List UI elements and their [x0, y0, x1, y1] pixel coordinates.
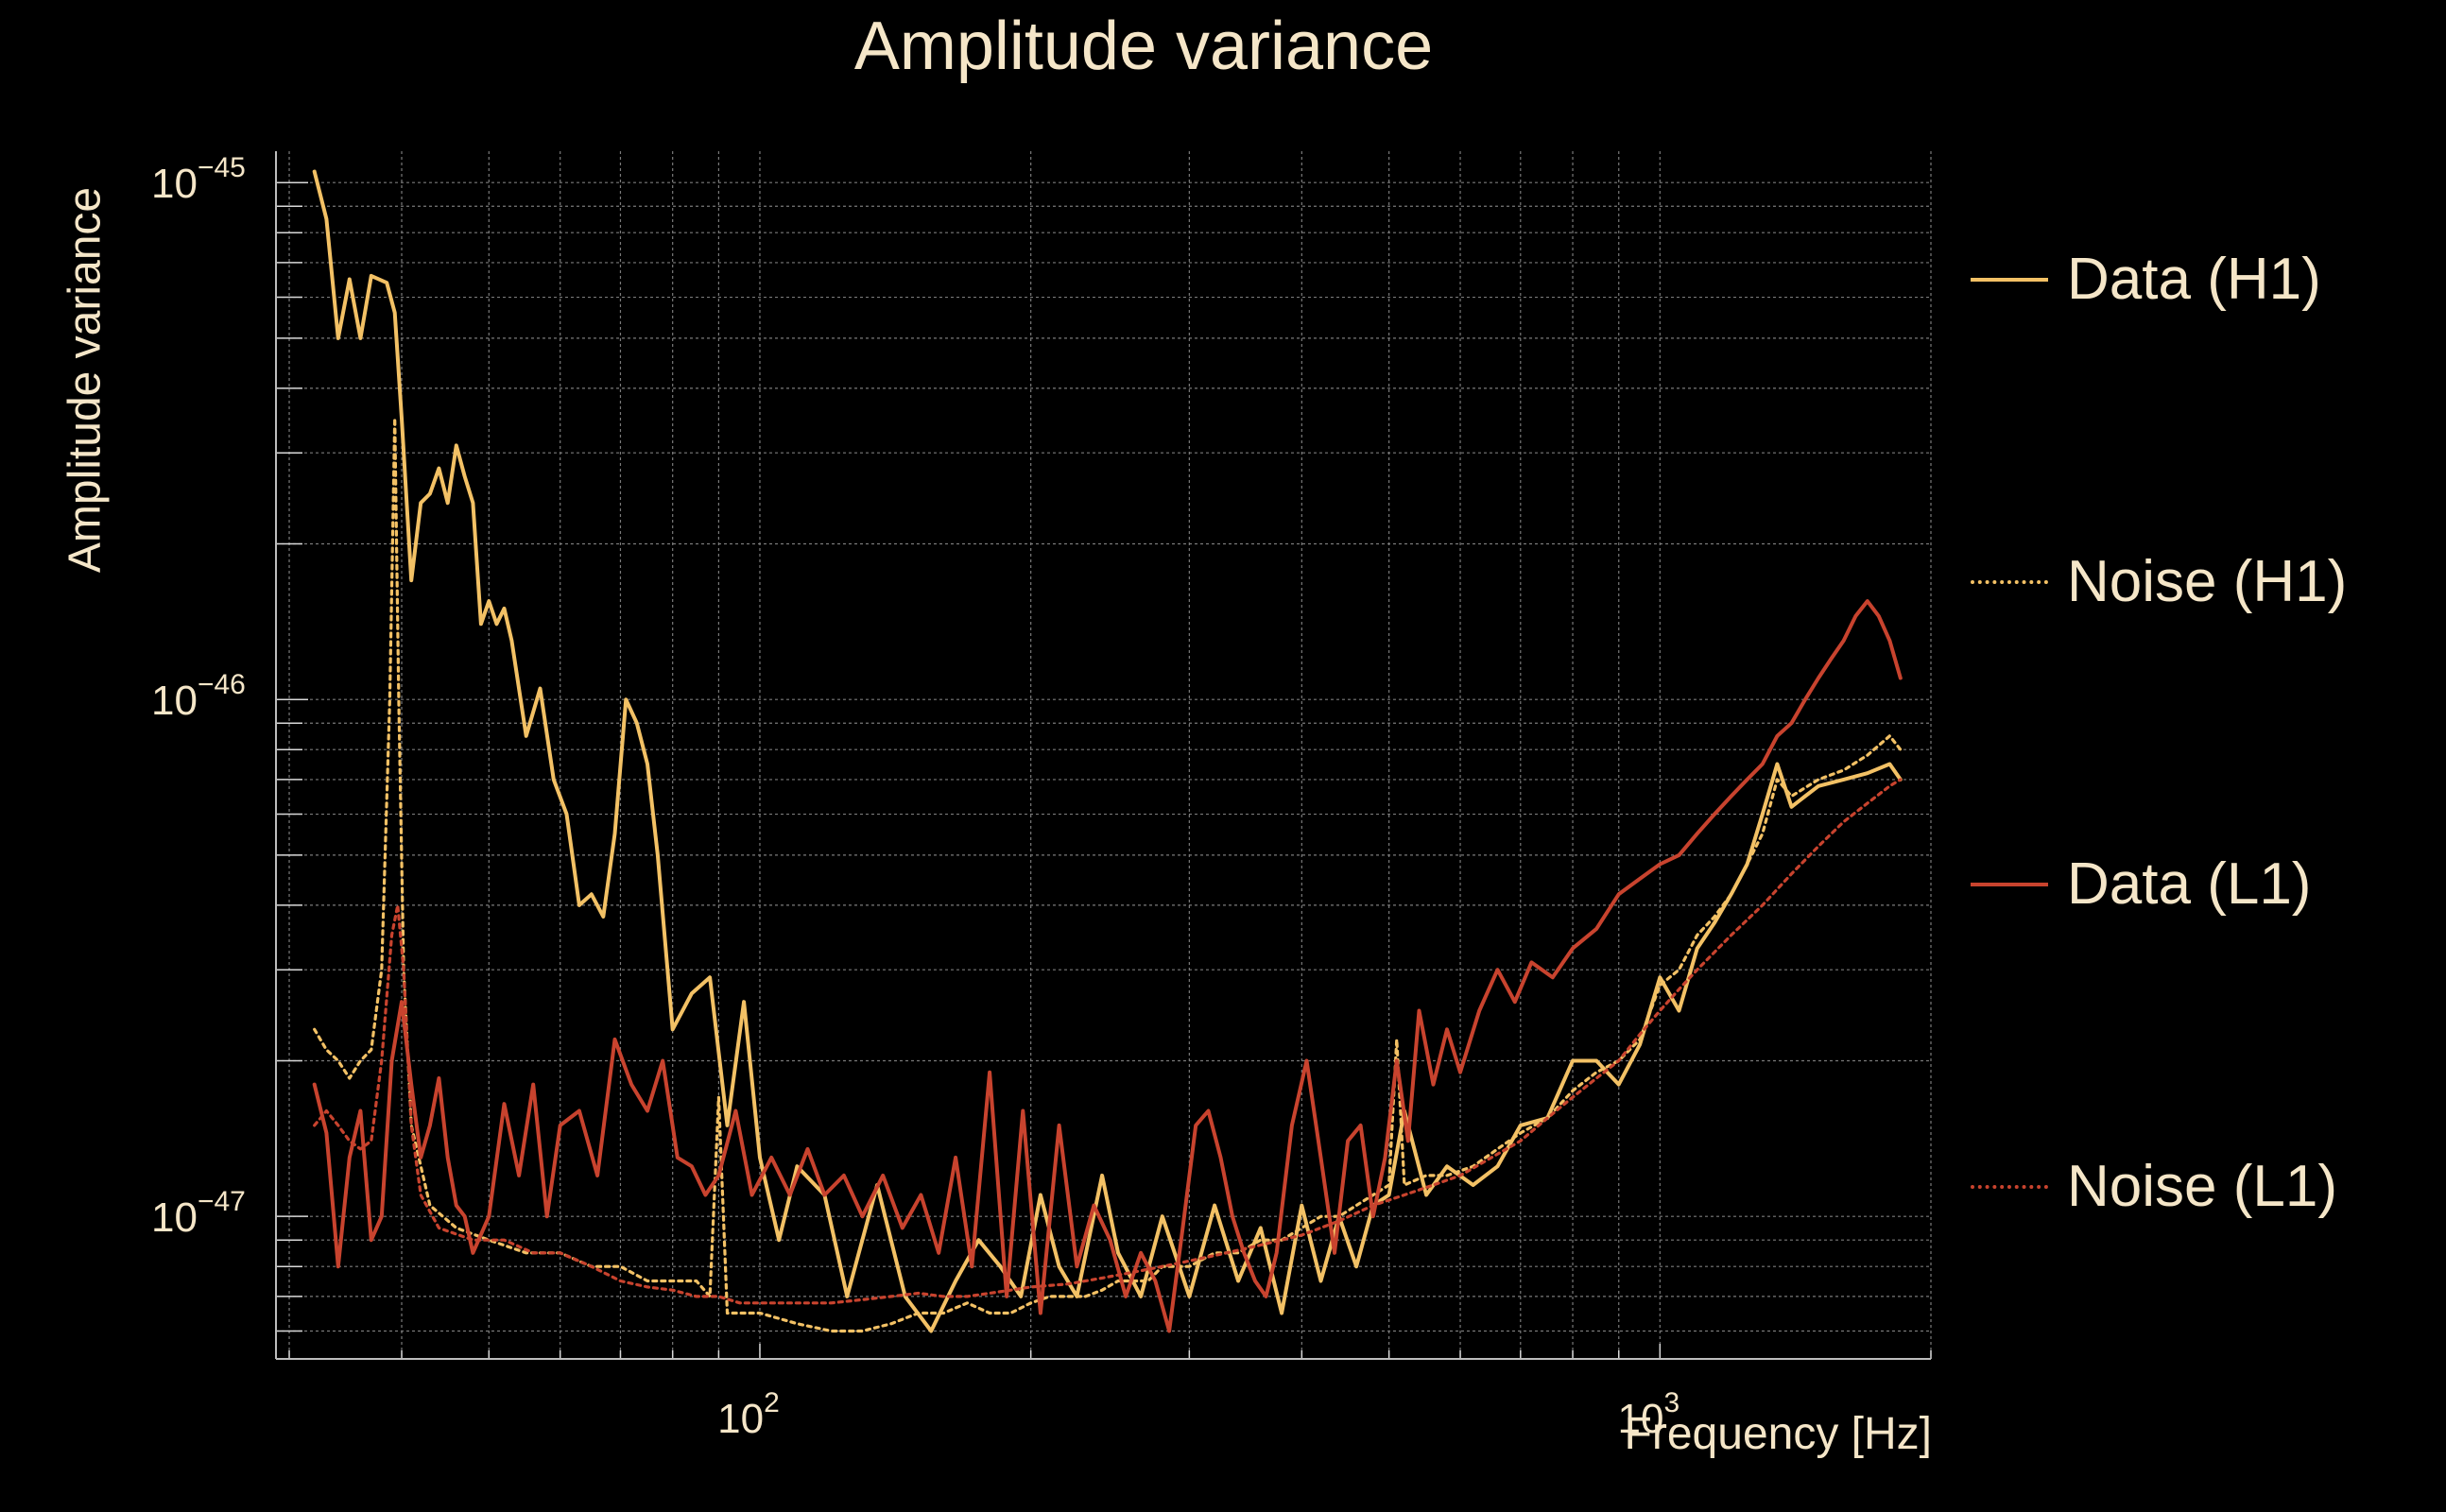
legend-label-data-l1: Data (L1) [2067, 851, 2312, 917]
x-axis-label: Frequency [Hz] [1624, 1409, 1932, 1459]
y-tick-label: 10−47 [151, 1186, 246, 1241]
legend-item-data-h1: Data (H1) [1971, 246, 2321, 313]
series-line-noise-l1 [313, 778, 1903, 1305]
legend-swatch-noise-h1 [1971, 579, 2048, 584]
legend-item-noise-h1: Noise (H1) [1971, 548, 2347, 615]
x-tick-label: 102 [717, 1387, 780, 1442]
legend-item-data-l1: Data (L1) [1971, 850, 2311, 918]
legend-label-data-h1: Data (H1) [2067, 247, 2321, 312]
series-line-data-h1 [312, 169, 1903, 1333]
series-line-noise-h1 [313, 417, 1903, 1333]
y-tick-label: 10−46 [151, 669, 246, 724]
chart-title: Amplitude variance [853, 9, 1434, 84]
legend-label-noise-h1: Noise (H1) [2067, 549, 2348, 614]
grid-lines [276, 151, 1932, 1359]
series-group [312, 169, 1903, 1333]
legend-swatch-data-l1 [1971, 882, 2048, 886]
series-line-data-l1 [312, 599, 1903, 1333]
legend-swatch-noise-l1 [1971, 1184, 2048, 1189]
legend-label-noise-l1: Noise (L1) [2067, 1154, 2337, 1219]
legend-swatch-data-h1 [1971, 277, 2048, 282]
legend-item-noise-l1: Noise (L1) [1971, 1153, 2337, 1220]
y-tick-label: 10−45 [151, 152, 246, 207]
x-tick-label: 103 [1617, 1387, 1679, 1442]
y-axis-label: Amplitude variance [60, 186, 111, 574]
